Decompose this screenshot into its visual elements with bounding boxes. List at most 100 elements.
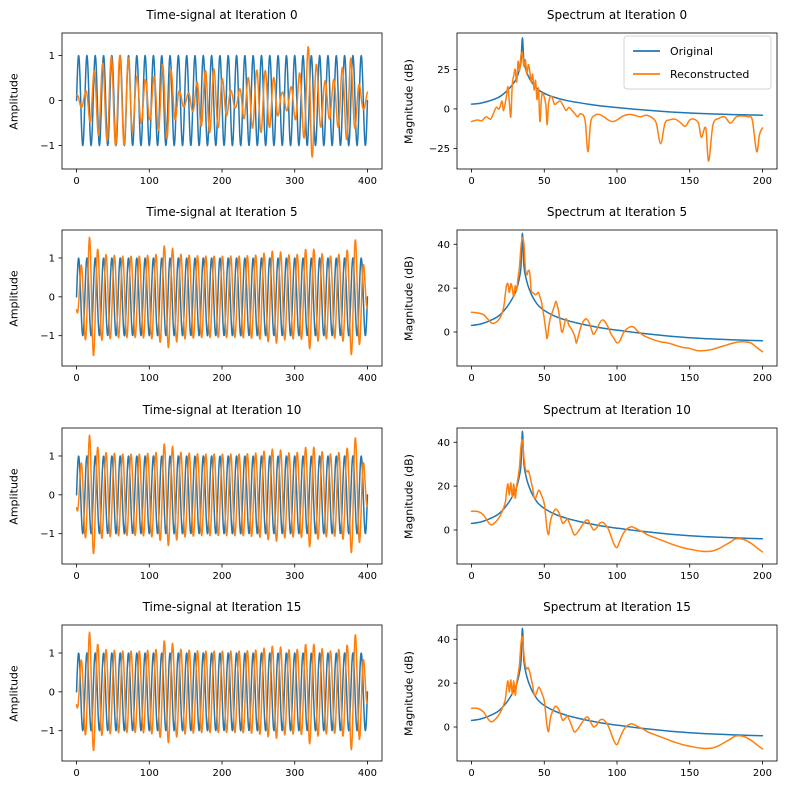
plot-title: Time-signal at Iteration 0 [146, 8, 298, 22]
x-tick-label: 100 [140, 768, 159, 779]
y-tick-label: 0 [49, 292, 55, 303]
x-tick-label: 200 [753, 768, 772, 779]
x-tick-label: 50 [538, 373, 551, 384]
x-tick-label: 300 [285, 571, 304, 582]
y-tick-label: 20 [437, 284, 450, 295]
x-tick-label: 150 [680, 176, 699, 187]
x-tick-label: 200 [753, 373, 772, 384]
subplot-spectrum-iteration-5: Spectrum at Iteration 5 Magnitude (dB) 0… [395, 197, 789, 394]
series-line-original [75, 455, 369, 535]
y-tick-label: 1 [49, 51, 55, 62]
y-tick-label: 40 [437, 635, 450, 646]
plot-canvas-time-iteration-0: 0 100 200 300 400 −1 0 1 [40, 32, 383, 187]
x-tick-label: 100 [607, 768, 626, 779]
y-tick-label: −1 [40, 141, 55, 152]
x-tick-label: 0 [73, 373, 79, 384]
y-tick-label: 20 [437, 482, 450, 493]
y-tick-label: −1 [40, 726, 55, 737]
y-tick-label: 25 [437, 65, 450, 76]
series-line-reconstructed [470, 236, 764, 353]
x-tick-label: 100 [140, 571, 159, 582]
plot-canvas-spectrum-iteration-10: 0 50 100 150 200 0 20 40 [437, 427, 778, 582]
y-tick-label: 0 [49, 96, 55, 107]
axes-frame [456, 32, 778, 170]
x-tick-label: 50 [538, 768, 551, 779]
axes-frame [456, 229, 778, 367]
plot-canvas-time-iteration-15: 0 100 200 300 400 −1 0 1 [40, 624, 383, 779]
x-tick-label: 150 [680, 768, 699, 779]
y-tick-label: 0 [444, 328, 450, 339]
x-tick-label: 0 [468, 768, 474, 779]
plot-title: Spectrum at Iteration 5 [546, 205, 688, 219]
x-tick-label: 400 [358, 768, 377, 779]
y-tick-label: 1 [49, 451, 55, 462]
subplot-spectrum-iteration-15: Spectrum at Iteration 15 Magnitude (dB) … [395, 592, 789, 789]
x-tick-label: 100 [607, 176, 626, 187]
x-tick-label: 400 [358, 373, 377, 384]
series-line-original [75, 652, 369, 732]
x-tick-label: 200 [212, 176, 231, 187]
series-line-original [470, 430, 764, 540]
subplot-time-iteration-0: Time-signal at Iteration 0 Amplitude 0 10… [0, 0, 394, 197]
axes-frame [61, 32, 383, 170]
x-tick-label: 150 [680, 571, 699, 582]
x-tick-label: 200 [212, 571, 231, 582]
series-line-reconstructed [75, 434, 369, 555]
x-tick-label: 0 [73, 571, 79, 582]
x-tick-label: 200 [753, 176, 772, 187]
y-tick-label: −25 [429, 144, 450, 155]
x-tick-label: 200 [753, 571, 772, 582]
x-tick-label: 400 [358, 571, 377, 582]
x-tick-label: 0 [73, 176, 79, 187]
axes-frame [456, 624, 778, 762]
y-tick-label: 0 [444, 723, 450, 734]
y-tick-label: 0 [444, 526, 450, 537]
legend-label: Original [670, 45, 713, 58]
series-line-original [470, 627, 764, 737]
series-line-reconstructed [470, 635, 764, 750]
x-tick-label: 150 [680, 373, 699, 384]
plot-title: Time-signal at Iteration 5 [146, 205, 298, 219]
series-line-original [470, 36, 764, 116]
x-tick-label: 300 [285, 176, 304, 187]
legend-label: Reconstructed [670, 68, 749, 81]
axes-frame [456, 427, 778, 565]
y-tick-label: 1 [49, 253, 55, 264]
subplot-time-iteration-5: Time-signal at Iteration 5 Amplitude 0 10… [0, 197, 394, 394]
plot-canvas-spectrum-iteration-5: 0 50 100 150 200 0 20 40 [437, 229, 778, 384]
y-tick-label: 0 [49, 687, 55, 698]
x-tick-label: 300 [285, 768, 304, 779]
series-line-original [75, 257, 369, 337]
x-tick-label: 0 [468, 176, 474, 187]
plot-canvas-time-iteration-5: 0 100 200 300 400 −1 0 1 [40, 229, 383, 384]
y-tick-label: 1 [49, 648, 55, 659]
y-tick-label: 0 [444, 104, 450, 115]
axes-frame [61, 229, 383, 367]
x-tick-label: 0 [468, 373, 474, 384]
y-tick-label: −1 [40, 529, 55, 540]
x-tick-label: 100 [607, 571, 626, 582]
y-tick-label: 40 [437, 240, 450, 251]
y-tick-label: 0 [49, 490, 55, 501]
y-tick-label: 20 [437, 679, 450, 690]
x-tick-label: 400 [358, 176, 377, 187]
x-tick-label: 50 [538, 571, 551, 582]
y-tick-label: −1 [40, 331, 55, 342]
series-line-reconstructed [470, 438, 764, 553]
y-tick-label: 40 [437, 438, 450, 449]
series-line-reconstructed [75, 45, 369, 158]
x-tick-label: 0 [73, 768, 79, 779]
subplot-spectrum-iteration-10: Spectrum at Iteration 10 Magnitude (dB) … [395, 395, 789, 592]
x-tick-label: 100 [607, 373, 626, 384]
axes-frame [61, 427, 383, 565]
legend-box [623, 35, 772, 90]
plot-canvas-time-iteration-10: 0 100 200 300 400 −1 0 1 [40, 427, 383, 582]
plot-title: Time-signal at Iteration 15 [142, 600, 302, 614]
series-line-reconstructed [470, 51, 764, 162]
plot-canvas-spectrum-iteration-0: 0 50 100 150 200 −25 0 25 Original Reconstructed [429, 32, 778, 187]
plot-title: Spectrum at Iteration 15 [543, 600, 691, 614]
axes-frame [61, 624, 383, 762]
